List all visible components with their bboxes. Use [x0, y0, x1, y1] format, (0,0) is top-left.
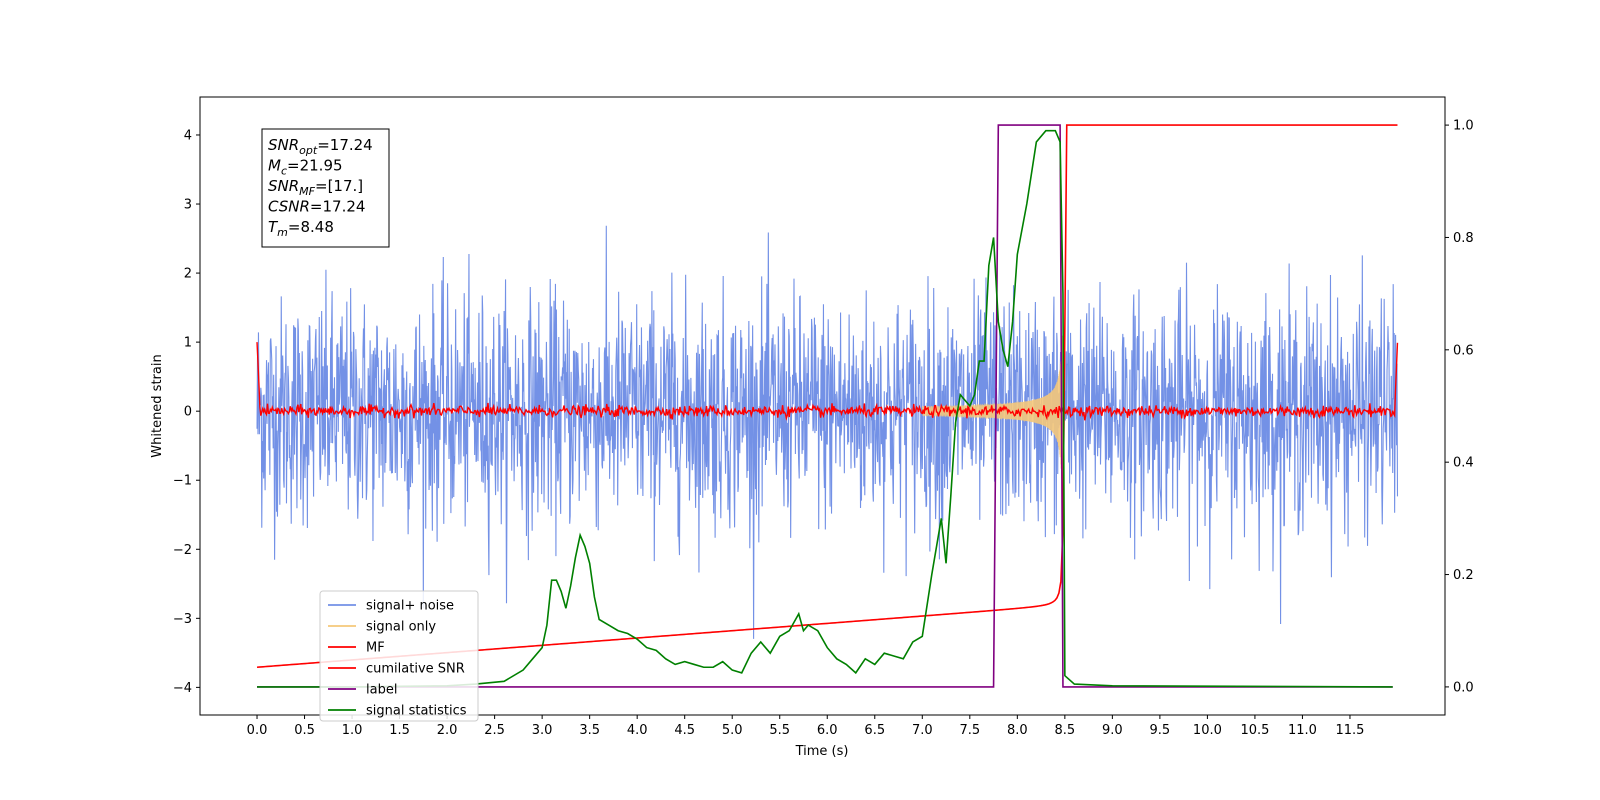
legend: signal+ noise signal only MF cumilative SNR… — [319, 590, 479, 722]
series-signal-noise-line — [256, 225, 1399, 639]
x-tick-label: 6.0 — [817, 723, 838, 738]
annotation-line: Tm=8.48 — [268, 218, 334, 239]
legend-label: cumilative SNR — [366, 662, 465, 677]
x-tick-label: 11.0 — [1288, 723, 1317, 738]
x-tick-label: 7.0 — [912, 723, 933, 738]
x-tick-label: 6.5 — [864, 723, 885, 738]
y2-tick-label: 0.0 — [1453, 680, 1474, 695]
y-tick-label: 3 — [184, 198, 192, 213]
x-tick-label: 10.0 — [1193, 723, 1222, 738]
legend-label: label — [366, 683, 397, 698]
legend-label: signal only — [366, 620, 436, 635]
plot-frame — [199, 96, 1446, 716]
x-tick-label: 3.5 — [579, 723, 600, 738]
x-tick-label: 5.0 — [722, 723, 743, 738]
series-label-line — [257, 124, 1393, 688]
annotation-line: SNRopt=17.24 — [268, 136, 373, 157]
x-tick-label: 2.0 — [437, 723, 458, 738]
x-tick-label: 11.5 — [1335, 723, 1364, 738]
y2-tick-label: 0.2 — [1453, 568, 1474, 583]
x-tick-label: 0.5 — [294, 723, 315, 738]
x-axis: 0.0 0.5 1.0 1.5 2.0 2.5 3.0 3.5 4.0 4.5 5.0 5.5 6.0 6… — [247, 715, 1364, 738]
legend-label: MF — [366, 641, 385, 656]
annotation-line: SNRMF=[17.] — [268, 177, 363, 198]
y-tick-label: −4 — [173, 681, 192, 696]
y-tick-label: −1 — [173, 474, 192, 489]
x-tick-label: 9.0 — [1102, 723, 1123, 738]
x-tick-label: 7.5 — [959, 723, 980, 738]
x-tick-label: 2.5 — [484, 723, 505, 738]
x-tick-label: 4.5 — [674, 723, 695, 738]
y-axis-left: −4 −3 −2 −1 0 1 2 3 4 — [173, 128, 200, 696]
y-axis-right: 0.0 0.2 0.4 0.6 0.8 1.0 — [1445, 119, 1474, 695]
x-tick-label: 3.0 — [532, 723, 553, 738]
x-axis-label: Time (s) — [795, 744, 849, 759]
series-signal-only-line — [921, 335, 1064, 488]
y2-tick-label: 0.8 — [1453, 231, 1474, 246]
stats-annotation-box: SNRopt=17.24Mc=21.95SNRMF=[17.]CSNR=17.2… — [261, 128, 390, 248]
x-tick-label: 1.5 — [389, 723, 410, 738]
x-tick-label: 10.5 — [1240, 723, 1269, 738]
legend-label: signal+ noise — [366, 599, 454, 614]
y2-tick-label: 1.0 — [1453, 119, 1474, 134]
y-tick-label: −3 — [173, 612, 192, 627]
y-tick-label: −2 — [173, 543, 192, 558]
x-tick-label: 8.5 — [1055, 723, 1076, 738]
y2-tick-label: 0.4 — [1453, 456, 1474, 471]
x-tick-label: 1.0 — [342, 723, 363, 738]
x-tick-label: 8.0 — [1007, 723, 1028, 738]
y-tick-label: 1 — [184, 336, 192, 351]
annotation-line: Mc=21.95 — [268, 157, 343, 178]
x-tick-label: 9.5 — [1150, 723, 1171, 738]
series-signal-statistics-line — [257, 129, 1393, 688]
annotation-line: CSNR=17.24 — [268, 198, 365, 216]
annotation-frame — [261, 128, 390, 248]
x-tick-label: 0.0 — [247, 723, 268, 738]
legend-frame — [319, 590, 479, 722]
y-axis-label: Whitened strain — [150, 354, 165, 457]
y-tick-label: 2 — [184, 267, 192, 282]
x-tick-label: 5.5 — [769, 723, 790, 738]
series-mf-line — [256, 342, 1399, 421]
x-tick-label: 4.0 — [627, 723, 648, 738]
y-tick-label: 4 — [184, 128, 192, 143]
y2-tick-label: 0.6 — [1453, 343, 1474, 358]
y-tick-label: 0 — [184, 405, 192, 420]
legend-label: signal statistics — [366, 704, 467, 719]
